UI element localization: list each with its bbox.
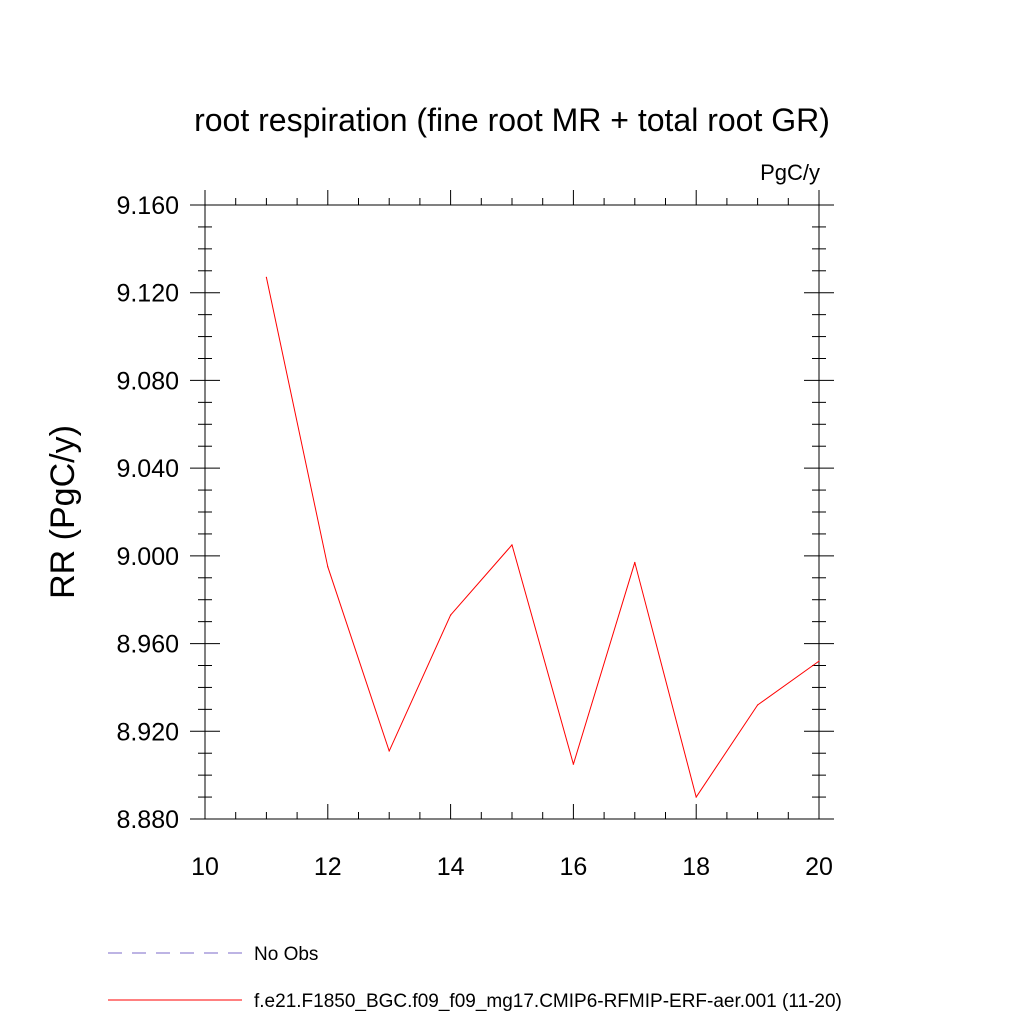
- legend-label-model-run: f.e21.F1850_BGC.f09_f09_mg17.CMIP6-RFMIP…: [254, 991, 842, 1012]
- chart-title: root respiration (fine root MR + total r…: [194, 102, 830, 138]
- x-tick-label: 12: [314, 853, 342, 881]
- x-tick-label: 20: [805, 853, 833, 881]
- x-tick-label: 18: [682, 853, 710, 881]
- units-label: PgC/y: [760, 160, 820, 185]
- y-tick-label: 9.000: [116, 543, 179, 571]
- series-line: [265, 277, 820, 798]
- y-tick-label: 9.080: [116, 367, 179, 395]
- y-tick-label: 8.960: [116, 631, 179, 659]
- series-point: [818, 660, 820, 662]
- series-point: [327, 566, 329, 568]
- series-point: [450, 614, 452, 616]
- legend: No Obs f.e21.F1850_BGC.f09_f09_mg17.CMIP…: [108, 944, 842, 1012]
- legend-label-no-obs: No Obs: [254, 944, 318, 965]
- x-tick-label: 16: [559, 853, 587, 881]
- series-point: [388, 750, 390, 752]
- axis-ticks: [190, 190, 834, 820]
- series-point: [634, 561, 636, 564]
- series-layer: [265, 276, 820, 798]
- y-tick-label: 8.880: [116, 806, 179, 834]
- series-point: [265, 276, 267, 278]
- x-tick-label: 10: [191, 853, 219, 881]
- y-tick-label: 8.920: [116, 718, 179, 746]
- axis-tick-labels: 10 12 14 16 18 20 8.880 8.920 8.960 9.000 9.040 9.0…: [116, 192, 832, 881]
- y-tick-label: 9.120: [116, 280, 179, 308]
- y-tick-label: 9.040: [116, 455, 179, 483]
- plot-frame: [204, 204, 820, 820]
- series-point: [695, 796, 697, 798]
- series-point: [757, 704, 759, 706]
- series-point: [511, 544, 513, 546]
- y-axis-label: RR (PgC/y): [44, 425, 82, 599]
- x-tick-label: 14: [437, 853, 465, 881]
- y-tick-label: 9.160: [116, 192, 179, 220]
- series-point: [572, 763, 575, 765]
